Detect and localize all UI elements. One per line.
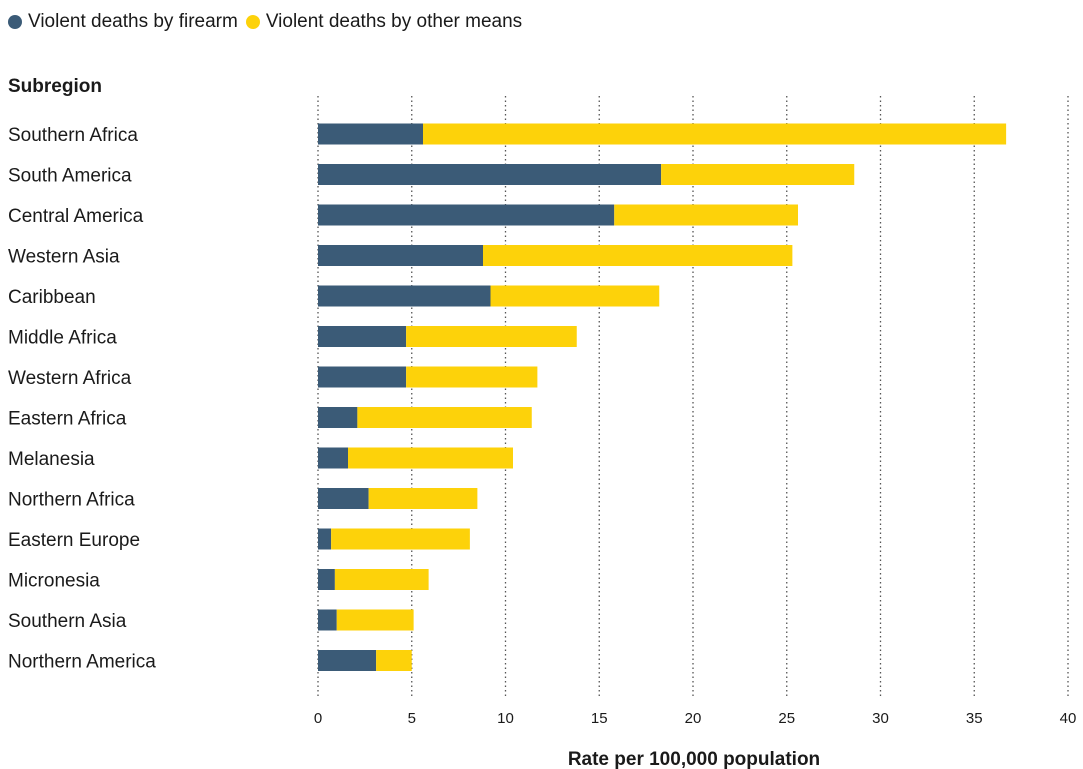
bar-caribbean-firearm <box>318 285 491 307</box>
gridlines <box>317 96 1069 697</box>
tick-label-20: 20 <box>685 710 702 727</box>
category-label-south-america: South America <box>8 166 132 187</box>
bars <box>318 123 1007 671</box>
bar-western-asia-firearm <box>318 245 483 266</box>
bar-south-america-firearm <box>318 164 662 185</box>
tick-label-15: 15 <box>591 710 608 727</box>
tick-label-0: 0 <box>314 710 322 727</box>
bar-caribbean-other-means <box>490 285 660 307</box>
bar-western-asia-other-means <box>483 245 793 266</box>
category-label-northern-africa: Northern Africa <box>8 490 135 511</box>
bar-central-america-other-means <box>614 204 798 226</box>
bar-northern-america-firearm <box>318 650 377 671</box>
legend-label-other-means: Violent deaths by other means <box>265 11 523 32</box>
category-label-micronesia: Micronesia <box>8 571 100 592</box>
bar-southern-africa-other-means <box>423 123 1007 145</box>
bar-micronesia-other-means <box>334 569 429 590</box>
bar-middle-africa-firearm <box>318 326 407 347</box>
legend-dot-firearm-icon <box>8 15 22 29</box>
bar-southern-asia-other-means <box>336 609 414 631</box>
bar-western-africa-other-means <box>406 366 538 388</box>
category-label-central-america: Central America <box>8 206 144 227</box>
legend-item-firearm: Violent deaths by firearm <box>8 11 238 33</box>
category-header: Subregion <box>8 76 102 97</box>
category-labels: Southern Africa South America Central Amer… <box>8 125 156 673</box>
bar-eastern-europe-firearm <box>318 528 332 550</box>
bar-western-africa-firearm <box>318 366 407 388</box>
tick-label-25: 25 <box>778 710 795 727</box>
category-label-southern-africa: Southern Africa <box>8 125 138 146</box>
category-label-eastern-europe: Eastern Europe <box>8 530 140 551</box>
category-label-melanesia: Melanesia <box>8 449 95 470</box>
tick-label-35: 35 <box>966 710 983 727</box>
x-axis-title: Rate per 100,000 population <box>568 749 820 769</box>
bar-eastern-africa-firearm <box>318 407 358 428</box>
tick-label-40: 40 <box>1060 710 1077 727</box>
bar-micronesia-firearm <box>318 569 335 590</box>
bar-southern-africa-firearm <box>318 123 423 145</box>
bar-northern-america-other-means <box>376 650 412 671</box>
tick-label-30: 30 <box>872 710 889 727</box>
bar-eastern-africa-other-means <box>357 407 532 428</box>
category-label-middle-africa: Middle Africa <box>8 328 117 349</box>
category-label-eastern-africa: Eastern Africa <box>8 409 127 430</box>
bar-melanesia-firearm <box>318 447 348 469</box>
legend: Violent deaths by firearm Violent deaths… <box>8 10 530 34</box>
bar-eastern-europe-other-means <box>331 528 470 550</box>
category-label-caribbean: Caribbean <box>8 287 96 308</box>
category-label-northern-america: Northern America <box>8 652 156 673</box>
bar-melanesia-other-means <box>348 447 513 469</box>
legend-dot-other-means-icon <box>245 15 260 29</box>
bar-middle-africa-other-means <box>406 326 577 347</box>
tick-labels: 0 5 10 15 20 25 30 35 40 <box>314 710 1077 727</box>
bar-south-america-other-means <box>661 164 855 185</box>
tick-label-5: 5 <box>408 710 416 727</box>
category-label-southern-asia: Southern Asia <box>8 611 127 632</box>
legend-label-firearm: Violent deaths by firearm <box>28 11 238 32</box>
bar-southern-asia-firearm <box>318 609 337 631</box>
bar-central-america-firearm <box>318 204 615 226</box>
bar-northern-africa-firearm <box>318 488 369 509</box>
tick-label-10: 10 <box>497 710 514 727</box>
legend-item-other-means: Violent deaths by other means <box>245 11 523 33</box>
category-label-western-asia: Western Asia <box>8 247 120 268</box>
bar-northern-africa-other-means <box>368 488 478 509</box>
category-label-western-africa: Western Africa <box>8 368 132 389</box>
